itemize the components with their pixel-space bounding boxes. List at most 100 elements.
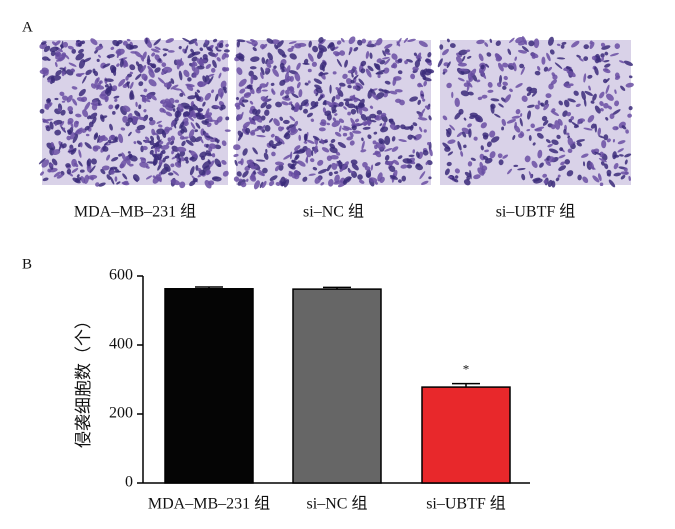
cell xyxy=(518,40,527,46)
image-caption: si–NC 组 xyxy=(303,203,364,221)
cell xyxy=(40,41,47,45)
cell xyxy=(365,51,370,59)
cell xyxy=(150,135,155,141)
cell xyxy=(282,119,290,125)
cell xyxy=(511,115,521,119)
cell xyxy=(389,90,398,95)
cell xyxy=(381,89,391,94)
cell xyxy=(206,119,216,122)
cell xyxy=(57,107,62,112)
cell xyxy=(612,139,615,143)
cell xyxy=(612,126,619,131)
cell xyxy=(396,41,401,47)
cell xyxy=(69,120,74,129)
cell xyxy=(70,68,76,72)
cell xyxy=(62,41,69,48)
cell xyxy=(603,134,609,141)
cell xyxy=(109,140,119,144)
cell xyxy=(463,117,467,121)
cell xyxy=(498,159,504,166)
cell xyxy=(583,98,587,107)
cell xyxy=(317,94,324,102)
cell xyxy=(280,89,285,96)
cell xyxy=(98,182,106,187)
cell xyxy=(120,127,126,131)
cell xyxy=(189,156,195,161)
cell xyxy=(197,167,202,172)
cell xyxy=(567,98,576,103)
cell xyxy=(588,85,591,91)
cell xyxy=(620,171,629,175)
cell xyxy=(116,63,120,67)
cell xyxy=(336,58,342,67)
cell xyxy=(44,103,50,110)
cell xyxy=(560,44,565,49)
cell xyxy=(237,130,243,138)
cell xyxy=(54,122,57,126)
cell xyxy=(225,67,230,72)
cell xyxy=(285,89,290,95)
cell xyxy=(61,143,67,149)
cell xyxy=(346,103,356,109)
cell xyxy=(41,159,50,168)
cell xyxy=(346,78,353,85)
cell xyxy=(80,176,86,184)
cell xyxy=(153,155,157,166)
cell xyxy=(353,46,359,52)
cell xyxy=(206,122,212,128)
cell xyxy=(238,78,247,87)
cell xyxy=(425,68,435,74)
cell xyxy=(383,92,388,98)
cell xyxy=(602,68,611,74)
cell xyxy=(170,119,176,128)
cell xyxy=(542,173,548,178)
cell xyxy=(331,120,341,128)
cell xyxy=(304,82,309,86)
cell xyxy=(260,72,264,80)
cell xyxy=(196,96,202,102)
cell xyxy=(335,52,341,57)
cell xyxy=(487,81,493,88)
cell xyxy=(420,93,424,97)
cell xyxy=(548,148,559,154)
cell xyxy=(106,54,115,59)
cell xyxy=(375,142,384,150)
cell xyxy=(165,111,173,117)
cell xyxy=(342,132,348,137)
cell xyxy=(129,81,134,90)
cell xyxy=(543,66,549,72)
cell xyxy=(392,62,398,69)
cell xyxy=(66,135,72,141)
cell xyxy=(239,88,246,94)
cell xyxy=(79,142,83,148)
cell xyxy=(264,124,271,132)
cell xyxy=(350,159,358,165)
cell xyxy=(212,38,218,43)
cell xyxy=(326,155,332,161)
cell xyxy=(521,173,526,181)
cell xyxy=(519,63,525,69)
cell xyxy=(597,127,602,136)
cell xyxy=(85,133,90,137)
cell xyxy=(468,128,472,138)
cell xyxy=(253,115,258,121)
cell xyxy=(223,49,230,53)
cell xyxy=(278,137,285,145)
cell xyxy=(207,159,211,165)
cell xyxy=(208,51,217,57)
cell xyxy=(342,73,348,80)
cell xyxy=(307,80,311,84)
cell xyxy=(614,89,617,94)
cell xyxy=(322,72,329,75)
cell xyxy=(75,73,82,77)
cell xyxy=(530,123,535,129)
cell xyxy=(118,133,124,144)
cell xyxy=(110,46,115,50)
cell xyxy=(583,44,590,50)
cell xyxy=(599,101,604,107)
cell xyxy=(221,160,227,165)
cell xyxy=(267,52,273,61)
cell xyxy=(283,130,291,138)
cell xyxy=(167,137,172,142)
cell xyxy=(281,101,289,106)
